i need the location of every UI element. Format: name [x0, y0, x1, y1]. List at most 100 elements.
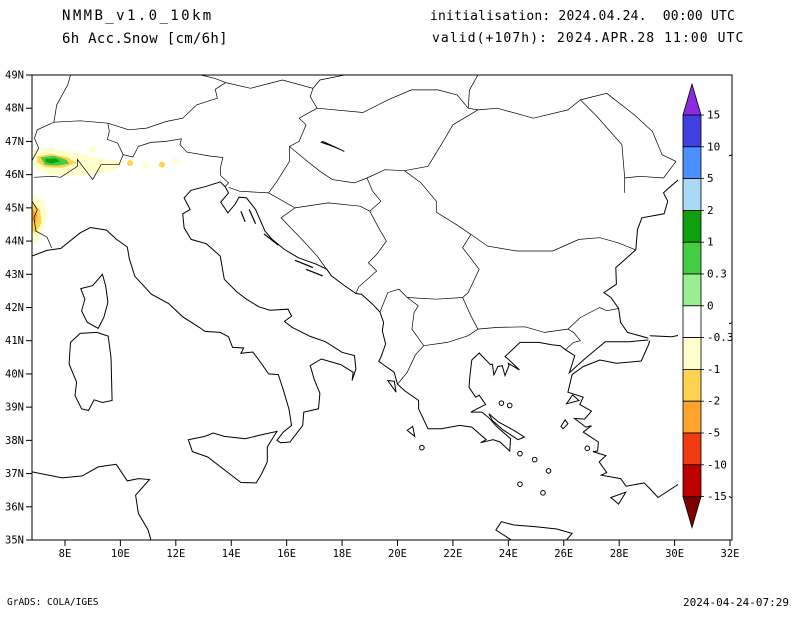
- field-title: 6h Acc.Snow [cm/6h]: [62, 31, 228, 47]
- lat-tick-label: 49N: [5, 70, 24, 82]
- coastline-path: [32, 181, 357, 444]
- colorbar-tick-label: 10: [707, 140, 720, 153]
- country-border-path: [268, 192, 370, 212]
- island-sliver-path: [305, 268, 323, 277]
- island-sliver-path: [240, 210, 246, 223]
- small-island-dot: [517, 481, 523, 487]
- country-border-path: [32, 201, 53, 249]
- lat-tick-label: 37N: [5, 468, 24, 480]
- lat-tick-label: 45N: [5, 202, 24, 214]
- island-path: [488, 413, 526, 441]
- coastline-path: [567, 340, 732, 499]
- colorbar-tick-label: 1: [707, 236, 714, 249]
- island-path: [560, 418, 569, 430]
- country-border-path: [200, 75, 226, 83]
- country-border-path: [470, 234, 636, 252]
- colorbar-tick-label: -2: [707, 395, 720, 408]
- valid-time-label: valid(+107h): 2024.APR.28 11:00 UTC: [432, 31, 745, 46]
- country-border-path: [407, 234, 480, 300]
- country-border-path: [33, 138, 229, 187]
- colorbar-segment: [682, 146, 702, 180]
- lat-tick-label: 43N: [5, 269, 24, 281]
- country-border-path: [467, 75, 479, 109]
- country-border-path: [225, 75, 345, 89]
- lat-tick-label: 40N: [5, 368, 24, 380]
- lon-tick-label: 8E: [59, 548, 72, 560]
- lon-tick-label: 16E: [277, 548, 296, 560]
- lat-tick-label: 38N: [5, 435, 24, 447]
- lat-tick-label: 44N: [5, 236, 24, 248]
- colorbar-segment: [682, 464, 702, 497]
- colorbar-segment: [682, 114, 702, 148]
- colorbar-tick-label: 0: [707, 299, 714, 312]
- lat-tick-label: 47N: [5, 136, 24, 148]
- snow-shaded-patch: [33, 147, 124, 177]
- country-border-path: [477, 326, 568, 333]
- small-island-dot: [517, 450, 523, 457]
- small-island-dot: [584, 445, 591, 452]
- country-border-path: [53, 75, 71, 123]
- colorbar-segment: [682, 178, 702, 211]
- lat-tick-label: 42N: [5, 302, 24, 314]
- island-sliver-path: [248, 209, 257, 225]
- lon-tick-label: 26E: [554, 548, 573, 560]
- model-title: NMMB_v1.0_10km: [62, 8, 214, 24]
- island-path: [406, 425, 416, 438]
- colorbar-segment: [682, 273, 702, 307]
- snow-shaded-dot: [127, 160, 134, 167]
- country-border-path: [567, 307, 619, 330]
- snow-shaded-dot: [158, 161, 165, 168]
- country-border-path: [107, 82, 226, 131]
- island-path: [320, 140, 345, 152]
- colorbar-tick-label: -15: [707, 490, 727, 503]
- colorbar-segment: [682, 337, 702, 370]
- lon-tick-label: 32E: [721, 548, 740, 560]
- island-path: [187, 430, 279, 484]
- colorbar-segment: [682, 305, 702, 338]
- colorbar-tick-label: -5: [707, 427, 720, 440]
- country-border-path: [280, 207, 332, 277]
- colorbar-segment: [682, 400, 702, 434]
- country-border-path: [366, 109, 479, 179]
- lon-tick-label: 20E: [388, 548, 407, 560]
- lon-tick-label: 14E: [222, 548, 241, 560]
- colorbar-segment: [682, 368, 702, 402]
- colorbar-segment: [682, 241, 702, 275]
- country-border-path: [580, 92, 677, 179]
- small-island-dot: [498, 400, 505, 406]
- init-time-label: initialisation: 2024.04.24. 00:00 UTC: [430, 9, 736, 24]
- country-border-path: [379, 288, 425, 385]
- country-border-path: [317, 89, 478, 113]
- colorbar-tick-label: 5: [707, 172, 714, 185]
- lat-tick-label: 46N: [5, 169, 24, 181]
- snow-shaded-dot: [89, 146, 96, 153]
- country-border-path: [423, 328, 479, 347]
- country-border-path: [289, 88, 318, 147]
- colorbar-segment: [682, 432, 702, 466]
- colorbar-arrow-top: [682, 82, 702, 116]
- country-border-path: [228, 146, 290, 194]
- country-border-path: [580, 99, 626, 193]
- island-path: [609, 491, 627, 505]
- snow-shaded-dot: [142, 162, 149, 169]
- colorbar-segment: [682, 209, 702, 243]
- island-path: [495, 521, 573, 540]
- colorbar-tick-label: 15: [707, 109, 720, 122]
- small-island-dot: [545, 468, 552, 474]
- island-path: [565, 394, 581, 405]
- colorbar-arrow-bottom: [682, 496, 702, 530]
- plot-timestamp: 2024-04-24-07:29: [683, 596, 789, 609]
- lat-tick-label: 41N: [5, 335, 24, 347]
- island-sliver-path: [294, 259, 314, 269]
- country-border-path: [32, 120, 124, 161]
- lon-tick-label: 10E: [111, 548, 130, 560]
- small-island-dot: [540, 490, 546, 496]
- country-border-path: [462, 297, 479, 330]
- coastline-path: [32, 463, 152, 540]
- snow-shaded-dot: [172, 157, 179, 164]
- colorbar-tick-label: -1: [707, 363, 720, 376]
- country-border-path: [355, 211, 387, 294]
- lat-tick-label: 35N: [5, 534, 24, 546]
